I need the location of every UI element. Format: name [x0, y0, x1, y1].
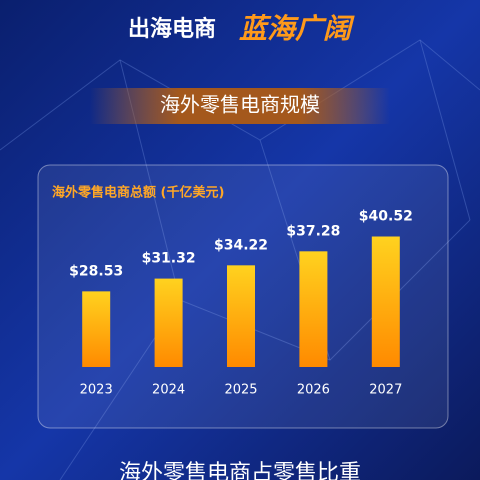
x-tick-label: 2026 [297, 383, 330, 398]
banner-text: 海外零售电商规模 [160, 93, 320, 117]
banner [90, 88, 390, 124]
title-left: 出海电商 [128, 16, 216, 42]
plot: $28.53 2023 $31.32 2024 $34.22 2025 $37.28 2026… [69, 208, 413, 397]
x-tick-label: 2025 [224, 383, 257, 398]
next-section-title: 海外零售电商占零售比重 [119, 461, 361, 480]
bar [299, 251, 328, 367]
value-label: $37.28 [286, 223, 340, 239]
value-label: $28.53 [69, 263, 123, 279]
value-label: $31.32 [142, 251, 196, 267]
x-tick-label: 2023 [80, 383, 113, 398]
bar [371, 236, 400, 367]
x-tick-label: 2027 [369, 383, 402, 398]
value-label: $34.22 [214, 237, 268, 253]
x-tick-label: 2024 [152, 383, 185, 398]
title-right: 蓝海广阔 [239, 12, 355, 45]
chart-title: 海外零售电商总额 (千亿美元) [52, 185, 224, 201]
value-label: $40.52 [359, 208, 413, 224]
bar [154, 278, 183, 367]
bar [82, 291, 111, 367]
bar [227, 265, 255, 367]
